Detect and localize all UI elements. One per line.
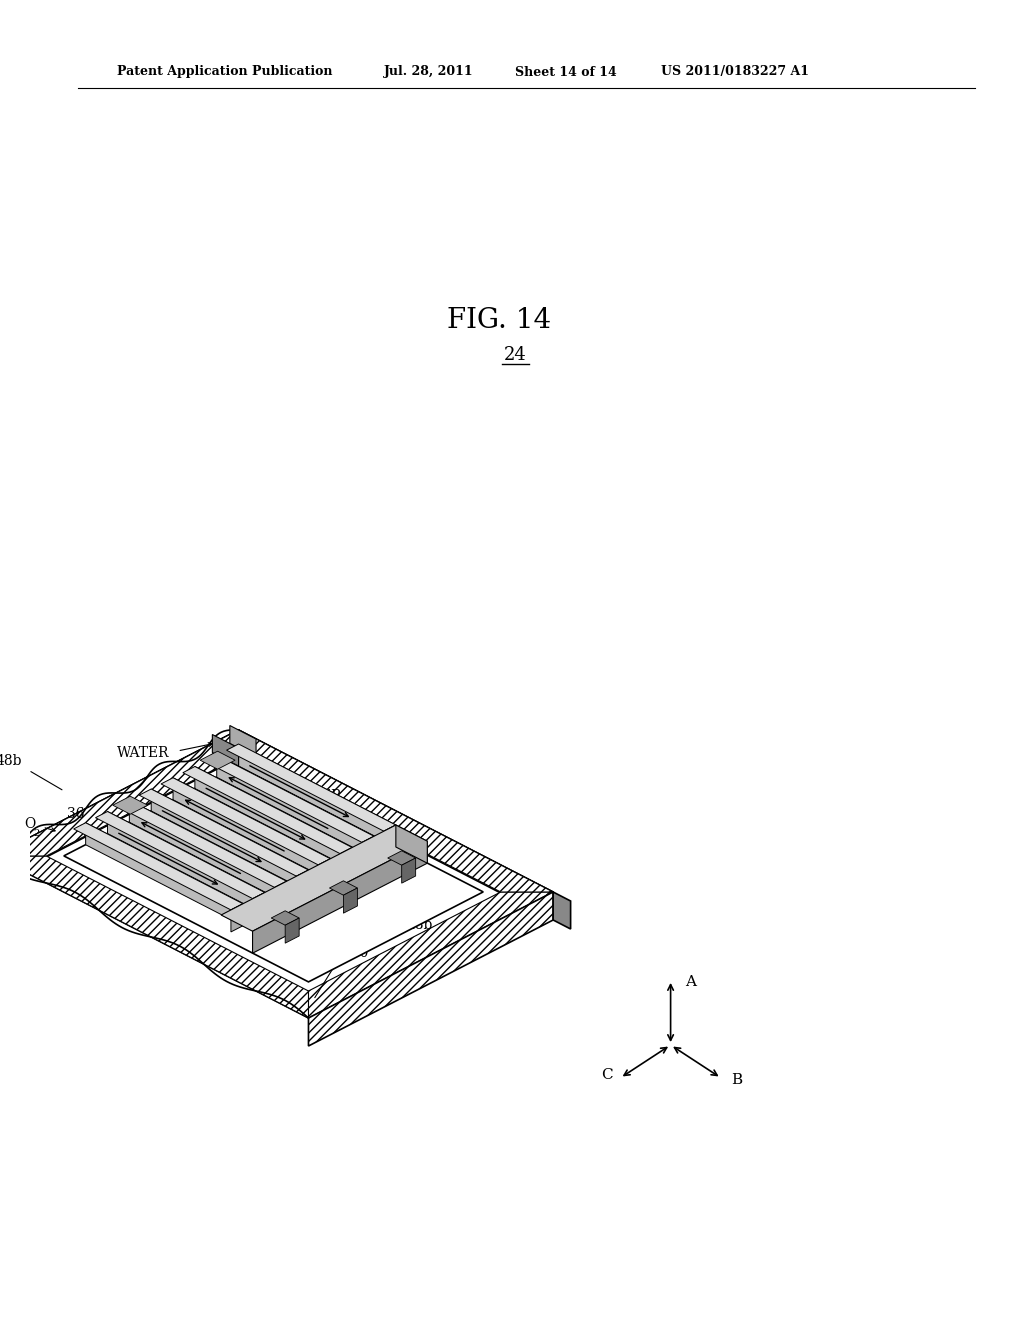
Polygon shape [118, 800, 287, 887]
Text: A: A [685, 975, 696, 989]
Polygon shape [63, 766, 483, 982]
Polygon shape [212, 734, 239, 766]
Polygon shape [253, 841, 427, 953]
Polygon shape [308, 892, 553, 1045]
Polygon shape [308, 892, 553, 1018]
Polygon shape [239, 744, 396, 847]
Polygon shape [231, 904, 243, 932]
Text: 82: 82 [141, 843, 159, 858]
Polygon shape [229, 726, 256, 756]
Polygon shape [173, 777, 331, 880]
Polygon shape [340, 847, 352, 875]
Polygon shape [384, 825, 396, 853]
Polygon shape [0, 730, 239, 884]
Polygon shape [221, 825, 427, 931]
Text: C: C [601, 1068, 612, 1082]
Text: 50b: 50b [308, 890, 334, 903]
Text: WATER: WATER [117, 746, 170, 760]
Text: 102: 102 [401, 857, 428, 870]
Text: 24: 24 [504, 346, 526, 364]
Polygon shape [239, 730, 553, 920]
Text: 130: 130 [342, 946, 369, 960]
Text: 2: 2 [34, 829, 40, 838]
Polygon shape [200, 751, 236, 770]
Polygon shape [362, 837, 374, 865]
Polygon shape [553, 892, 570, 929]
Polygon shape [274, 882, 287, 909]
Polygon shape [195, 767, 352, 870]
Polygon shape [0, 730, 239, 855]
Polygon shape [297, 870, 308, 898]
Polygon shape [217, 755, 374, 858]
Text: 48b: 48b [0, 754, 23, 768]
Text: 28b: 28b [406, 917, 432, 932]
Polygon shape [343, 888, 357, 913]
Polygon shape [388, 851, 416, 865]
Text: B: B [731, 1073, 742, 1086]
Polygon shape [330, 880, 357, 895]
Polygon shape [113, 796, 147, 814]
Polygon shape [318, 859, 331, 887]
Polygon shape [86, 822, 243, 925]
Polygon shape [139, 789, 308, 876]
Polygon shape [271, 911, 299, 925]
Polygon shape [396, 825, 427, 863]
Polygon shape [95, 812, 265, 899]
Polygon shape [108, 812, 265, 915]
Polygon shape [285, 917, 299, 944]
Polygon shape [74, 822, 243, 909]
Text: FIG. 14: FIG. 14 [447, 306, 552, 334]
Text: Sheet 14 of 14: Sheet 14 of 14 [515, 66, 617, 78]
Polygon shape [226, 744, 396, 832]
Text: US 2011/0183227 A1: US 2011/0183227 A1 [660, 66, 809, 78]
Polygon shape [152, 789, 308, 892]
Polygon shape [205, 755, 374, 842]
Text: Patent Application Publication: Patent Application Publication [117, 66, 333, 78]
Polygon shape [161, 777, 331, 865]
Polygon shape [401, 858, 416, 883]
Text: O: O [25, 817, 36, 832]
Polygon shape [239, 730, 553, 892]
Polygon shape [0, 730, 553, 1018]
Polygon shape [253, 892, 265, 920]
Text: WATER: WATER [290, 789, 342, 804]
Text: Jul. 28, 2011: Jul. 28, 2011 [384, 66, 474, 78]
Polygon shape [183, 767, 352, 854]
Polygon shape [129, 800, 287, 903]
Polygon shape [0, 855, 308, 1018]
Text: 36: 36 [67, 808, 84, 821]
